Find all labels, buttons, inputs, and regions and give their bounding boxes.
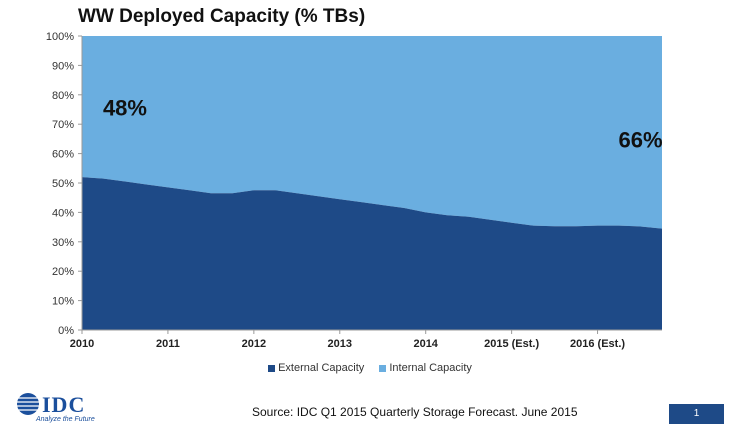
x-tick-label: 2016 (Est.) xyxy=(570,338,625,350)
legend-swatch-external xyxy=(268,364,276,372)
y-tick-label: 90% xyxy=(52,60,74,72)
y-tick-label: 80% xyxy=(52,90,74,102)
source-note: Source: IDC Q1 2015 Quarterly Storage Fo… xyxy=(252,405,578,419)
legend-swatch-internal xyxy=(379,364,387,372)
annotation-label: 66% xyxy=(618,128,662,153)
legend-item-internal: Internal Capacity xyxy=(379,362,472,374)
y-tick-label: 50% xyxy=(52,178,74,190)
x-tick-label: 2015 (Est.) xyxy=(484,338,539,350)
x-tick-label: 2010 xyxy=(70,338,94,350)
annotation-label: 48% xyxy=(103,95,147,120)
y-axis-ticks: 0% 10% 20% 30% 40% 50% 60% 70% 80% 90% 100% xyxy=(46,31,82,337)
logo-wordmark: IDC xyxy=(42,392,86,417)
x-tick-label: 2011 xyxy=(156,338,180,350)
x-axis-ticks: 2010 2011 2012 2013 2014 2015 (Est.) 2016 (Est… xyxy=(70,330,625,350)
legend: External Capacity Internal Capacity xyxy=(0,362,740,374)
x-tick-label: 2012 xyxy=(242,338,266,350)
legend-label-external: External Capacity xyxy=(278,362,365,374)
area-external-capacity xyxy=(82,177,662,330)
y-tick-label: 10% xyxy=(52,296,74,308)
idc-logo: IDC Analyze the Future xyxy=(16,392,136,424)
logo-tagline: Analyze the Future xyxy=(36,416,95,423)
y-tick-label: 70% xyxy=(52,119,74,131)
y-tick-label: 0% xyxy=(58,325,74,337)
globe-icon xyxy=(17,393,39,415)
legend-item-external: External Capacity xyxy=(268,362,364,374)
x-tick-label: 2013 xyxy=(328,338,352,350)
y-tick-label: 100% xyxy=(46,31,74,43)
area-internal-capacity xyxy=(82,36,662,229)
x-tick-label: 2014 xyxy=(413,338,438,350)
page-number: 1 xyxy=(669,404,724,424)
legend-label-internal: Internal Capacity xyxy=(389,362,472,374)
y-tick-label: 40% xyxy=(52,207,74,219)
y-tick-label: 30% xyxy=(52,237,74,249)
y-tick-label: 60% xyxy=(52,149,74,161)
chart-title: WW Deployed Capacity (% TBs) xyxy=(78,6,366,27)
y-tick-label: 20% xyxy=(52,266,74,278)
chart-areas xyxy=(82,36,662,330)
annotations: 48% 66% xyxy=(103,95,663,152)
